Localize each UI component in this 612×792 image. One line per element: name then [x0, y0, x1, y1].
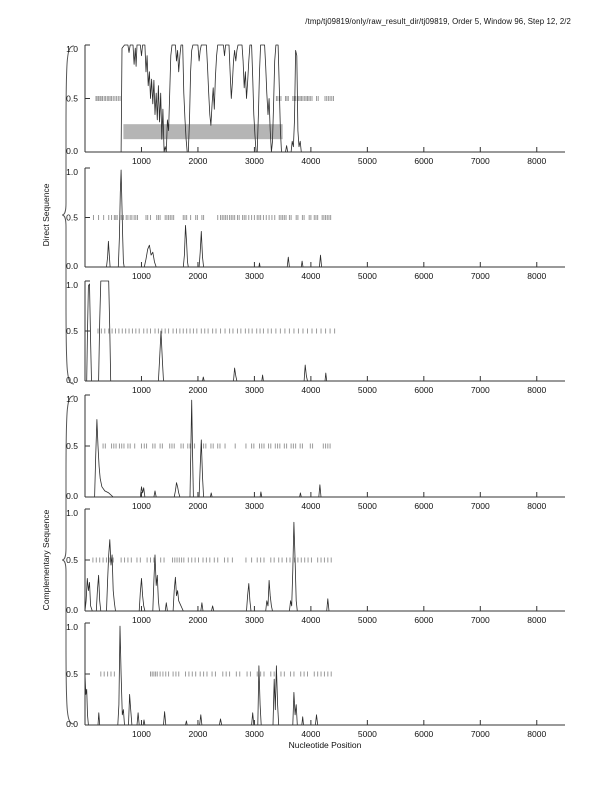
x-tick-label: 8000 — [527, 156, 546, 166]
x-tick-label: 3000 — [245, 501, 264, 511]
x-tick-label: 8000 — [527, 385, 546, 395]
x-tick-label: 8000 — [527, 271, 546, 281]
x-tick-label: 3000 — [245, 156, 264, 166]
y-tick-label: 1.0 — [66, 622, 78, 632]
x-tick-label: 1000 — [132, 271, 151, 281]
probability-curve — [84, 625, 334, 726]
y-tick-label: 0.0 — [66, 375, 78, 385]
y-tick-label: 0.0 — [66, 491, 78, 501]
y-tick-label: 0.0 — [66, 146, 78, 156]
x-tick-label: 3000 — [245, 615, 264, 625]
x-tick-label: 1000 — [132, 385, 151, 395]
brace-path — [61, 395, 75, 725]
chart-complementary-frame-2: 0.0 0.5 1.0 1000 2000 3000 4000 5000 6000 7000 800… — [66, 508, 565, 625]
x-tick-label: 2000 — [188, 501, 207, 511]
probability-curve — [85, 169, 334, 268]
x-tick-label: 8000 — [527, 615, 546, 625]
x-tick-label: 7000 — [471, 156, 490, 166]
x-tick-label: 5000 — [358, 615, 377, 625]
x-tick-label: 7000 — [471, 385, 490, 395]
x-tick-label: 7000 — [471, 501, 490, 511]
x-tick-label: 6000 — [414, 385, 433, 395]
probability-curve — [85, 44, 334, 153]
x-tick-label: 8000 — [527, 501, 546, 511]
y-tick-label: 1.0 — [66, 44, 78, 54]
x-tick-label: 1000 — [132, 729, 151, 739]
y-tick-label: 0.0 — [66, 605, 78, 615]
x-tick-label: 2000 — [188, 729, 207, 739]
x-tick-label: 7000 — [471, 729, 490, 739]
x-tick-label: 2000 — [188, 615, 207, 625]
direct-group-brace — [61, 45, 77, 385]
y-tick-label: 0.5 — [66, 94, 78, 104]
brace-path — [61, 45, 75, 385]
x-tick-label: 5000 — [358, 385, 377, 395]
chart-direct-frame-1: 0.0 0.5 1.0 1000 2000 3000 4000 5000 6000 7000 800… — [66, 44, 565, 166]
x-tick-label: 5000 — [358, 729, 377, 739]
probability-curve — [84, 521, 334, 612]
panel-complementary-frame-2: 0.0 0.5 1.0 1000 2000 3000 4000 5000 6000 7000 800… — [57, 508, 605, 629]
x-tick-label: 1000 — [132, 501, 151, 511]
panel-complementary-frame-1: 0.0 0.5 1.0 1000 2000 3000 4000 5000 6000 7000 800… — [57, 394, 605, 515]
y-tick-label: 0.0 — [66, 719, 78, 729]
x-tick-label: 4000 — [301, 729, 320, 739]
x-tick-label: 6000 — [414, 156, 433, 166]
chart-direct-frame-2: 0.0 0.5 1.0 1000 2000 3000 4000 5000 6000 7000 800… — [66, 167, 565, 281]
x-tick-label: 2000 — [188, 385, 207, 395]
x-tick-label: 4000 — [301, 156, 320, 166]
y-tick-label: 0.5 — [66, 555, 78, 565]
complementary-group-brace — [61, 395, 77, 725]
panel-direct-frame-3: 0.0 0.5 1.0 1000 2000 3000 4000 5000 6000 7000 800… — [57, 280, 605, 399]
x-tick-label: 6000 — [414, 615, 433, 625]
probability-curve — [85, 399, 334, 498]
x-tick-label: 4000 — [301, 501, 320, 511]
panel-direct-frame-2: 0.0 0.5 1.0 1000 2000 3000 4000 5000 6000 7000 800… — [57, 167, 605, 285]
x-tick-label: 1000 — [132, 615, 151, 625]
y-tick-label: 0.5 — [66, 213, 78, 223]
x-tick-label: 6000 — [414, 271, 433, 281]
x-tick-label: 3000 — [245, 271, 264, 281]
y-tick-label: 0.5 — [66, 326, 78, 336]
x-tick-label: 5000 — [358, 501, 377, 511]
x-tick-label: 8000 — [527, 729, 546, 739]
x-axis-title: Nucleotide Position — [288, 740, 362, 750]
coding-region-bar — [123, 124, 283, 140]
chart-complementary-frame-3: 0.0 0.5 1.0 1000 2000 3000 4000 5000 6000 7000 800… — [66, 622, 565, 739]
plot-title: /tmp/tj09819/only/raw_result_dir/tj09819… — [305, 17, 571, 26]
x-tick-label: 6000 — [414, 729, 433, 739]
panel-complementary-frame-3: 0.0 0.5 1.0 1000 2000 3000 4000 5000 6000 7000 800… — [57, 622, 605, 743]
chart-direct-frame-3: 0.0 0.5 1.0 1000 2000 3000 4000 5000 6000 7000 800… — [66, 280, 565, 395]
y-tick-label: 0.0 — [66, 261, 78, 271]
complementary-sequence-label: Complementary Sequence — [41, 509, 51, 611]
x-tick-label: 7000 — [471, 271, 490, 281]
x-tick-label: 4000 — [301, 271, 320, 281]
y-tick-label: 1.0 — [66, 394, 78, 404]
x-tick-label: 4000 — [301, 615, 320, 625]
y-tick-label: 0.5 — [66, 669, 78, 679]
x-tick-label: 2000 — [188, 271, 207, 281]
x-tick-label: 1000 — [132, 156, 151, 166]
x-tick-label: 5000 — [358, 271, 377, 281]
y-tick-label: 0.5 — [66, 441, 78, 451]
x-tick-label: 5000 — [358, 156, 377, 166]
panel-direct-frame-1: 0.0 0.5 1.0 1000 2000 3000 4000 5000 6000 7000 800… — [57, 44, 605, 170]
x-tick-label: 6000 — [414, 501, 433, 511]
y-tick-label: 1.0 — [66, 508, 78, 518]
y-tick-label: 1.0 — [66, 280, 78, 290]
x-tick-label: 3000 — [245, 385, 264, 395]
x-tick-label: 7000 — [471, 615, 490, 625]
x-tick-label: 2000 — [188, 156, 207, 166]
y-tick-label: 1.0 — [66, 167, 78, 177]
chart-complementary-frame-1: 0.0 0.5 1.0 1000 2000 3000 4000 5000 6000 7000 800… — [66, 394, 565, 511]
direct-sequence-label: Direct Sequence — [41, 183, 51, 247]
x-tick-label: 3000 — [245, 729, 264, 739]
x-tick-label: 4000 — [301, 385, 320, 395]
